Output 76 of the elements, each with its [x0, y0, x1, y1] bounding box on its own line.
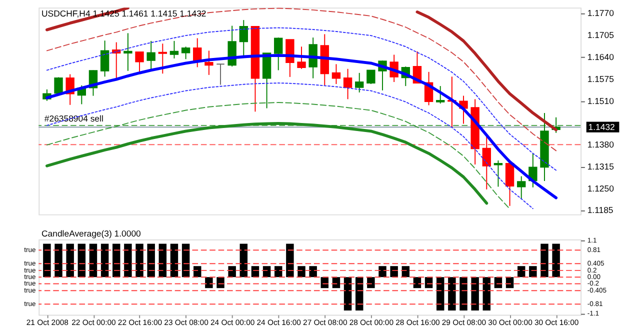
x-tick-label: 24 Oct 00:00 [210, 318, 255, 327]
candlestick [286, 39, 294, 78]
bar [66, 244, 74, 278]
candlestick [170, 40, 179, 59]
bar [529, 266, 537, 278]
bar [216, 277, 224, 288]
bar [355, 277, 364, 310]
y-tick-label: 1.1380 [587, 140, 614, 150]
candlestick [193, 38, 202, 68]
x-tick-label: 30 Oct 16:00 [534, 318, 579, 327]
bar [344, 277, 352, 310]
candlestick [366, 70, 376, 85]
y-tick-label: 1.1640 [587, 52, 614, 62]
candlestick [517, 176, 526, 200]
x-tick-label: 24 Oct 16:00 [256, 318, 301, 327]
bar [552, 244, 560, 278]
candlestick [355, 72, 364, 93]
bar [540, 244, 548, 278]
candlestick [204, 50, 214, 76]
bar [43, 244, 51, 278]
y-tick-label: 1.1575 [587, 74, 614, 84]
x-tick-label: 28 Oct 16:00 [396, 318, 440, 327]
candlestick [124, 32, 132, 72]
bar [147, 244, 155, 278]
x-tick-label: 27 Oct 08:00 [303, 318, 348, 327]
bar [309, 266, 317, 278]
bar [228, 266, 236, 278]
line-series [45, 122, 488, 205]
y-tick-label: 1.1315 [587, 161, 614, 172]
candlestick [146, 40, 156, 71]
x-tick-label: 30 Oct 00:00 [488, 318, 532, 327]
y-tick-label: 1.1705 [587, 30, 614, 40]
bar [436, 277, 444, 310]
bar [240, 244, 248, 278]
candlestick [332, 64, 341, 85]
bar [298, 266, 306, 278]
bar [170, 244, 178, 278]
candlestick [274, 37, 283, 71]
bar [89, 244, 98, 278]
candlestick [158, 43, 167, 74]
x-tick-label: 23 Oct 08:00 [164, 318, 208, 327]
x-tick-label: 29 Oct 08:00 [442, 318, 486, 327]
bar [205, 277, 213, 288]
y-tick-label: 1.1185 [587, 205, 614, 216]
bar [378, 266, 386, 278]
bar [136, 244, 144, 278]
candlestick [297, 46, 306, 70]
y-tick-label: 1.1510 [587, 96, 614, 106]
bar [100, 244, 109, 278]
line-series [46, 27, 557, 171]
bar [124, 244, 132, 278]
x-tick-label: 21 Oct 2008 [26, 318, 68, 327]
y-tick-label: 1.1770 [587, 8, 614, 18]
chart-title: CandleAverage(3) 1.0000 [42, 228, 142, 239]
candlestick [135, 52, 144, 74]
candlestick [100, 40, 110, 78]
x-tick-label: 22 Oct 00:00 [72, 318, 116, 327]
x-tick-label: 28 Oct 00:00 [349, 318, 394, 327]
candlestick [436, 86, 445, 104]
candlestick [482, 136, 491, 190]
candlestick [216, 63, 225, 86]
bar [367, 277, 375, 288]
x-tick-label: 22 Oct 16:00 [118, 318, 162, 327]
bar [286, 244, 294, 278]
candlestick [494, 160, 503, 188]
bar [482, 277, 490, 310]
bar [448, 277, 456, 310]
candlestick [239, 20, 248, 57]
candlestick [528, 152, 538, 188]
candlestick [343, 68, 352, 100]
candlestick [181, 46, 190, 60]
ref-line-label: 1.1432 [588, 122, 616, 132]
bar [54, 244, 62, 278]
y-tick-label: 1.1250 [587, 183, 614, 194]
bar [471, 277, 479, 310]
bar [460, 277, 468, 310]
